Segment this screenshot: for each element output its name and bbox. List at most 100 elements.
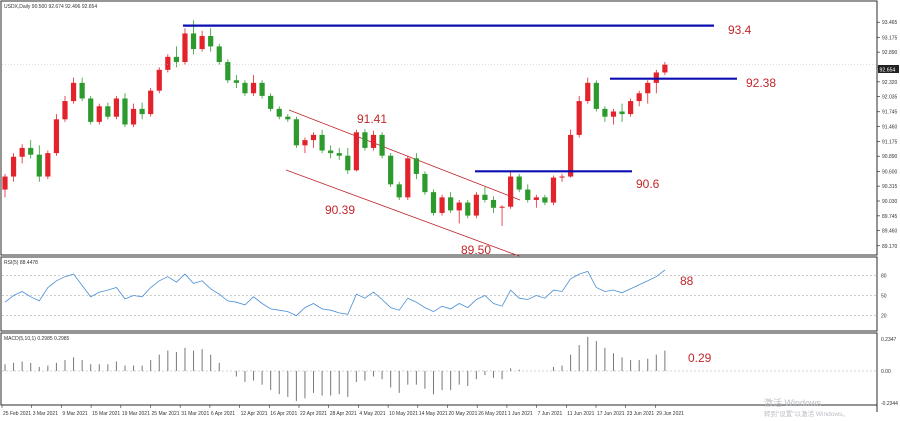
candle-body (225, 62, 231, 81)
candle-body (542, 197, 548, 203)
date-tick-label: 20 May 2021 (449, 411, 478, 417)
candle-body (516, 176, 522, 190)
candle-body (585, 82, 591, 102)
date-tick-label: 25 Feb 2021 (3, 411, 31, 417)
channel-lower-line (285, 169, 520, 257)
rsi-line (4, 269, 666, 317)
candle-body (525, 189, 531, 200)
price-tick-label: 89.745 (882, 214, 898, 220)
price-axis: 93.46593.17592.89092.60592.32092.03591.7… (877, 20, 898, 250)
candle-body (413, 158, 419, 174)
candle-body (113, 98, 120, 117)
candle-body (662, 64, 668, 73)
symbol-header: USDX,Daily 90.500 92.674 92.496 92.654 (4, 4, 97, 10)
candle-body (576, 101, 582, 135)
candle-body (430, 192, 437, 213)
candle-body (388, 155, 394, 185)
candle-body (490, 199, 497, 208)
macd-tick-label: -0.2344 (881, 401, 898, 407)
date-tick-label: 1 Jun 2021 (508, 411, 533, 417)
candle-body (259, 82, 265, 96)
candle-body (105, 106, 111, 117)
candle-body (602, 108, 608, 117)
channel-upper-line (288, 109, 521, 201)
price-tick-label: 90.315 (882, 184, 898, 190)
candle-body (405, 158, 411, 198)
label-90-6: 90.6 (636, 177, 660, 191)
label-macd-0-29: 0.29 (688, 351, 712, 365)
candle-body (199, 36, 205, 50)
price-tick-label: 89.170 (882, 244, 898, 250)
macd-histogram: 0.2347 0.00 -0.2344 (2, 336, 898, 407)
candle-body (362, 132, 368, 148)
rsi-header: RSI(5) 88.4478 (4, 260, 38, 266)
candle-body (619, 111, 625, 115)
date-tick-label: 16 Apr 2021 (270, 411, 297, 417)
candle-body (70, 82, 77, 102)
date-tick-label: 6 Apr 2021 (211, 411, 235, 417)
date-tick-label: 25 Mar 2021 (152, 411, 180, 417)
candle-body (345, 155, 351, 171)
candle-body (242, 82, 248, 94)
candle-body (285, 116, 291, 120)
candle-body (336, 153, 342, 156)
macd-header: MACD(5,10,1) 0.2985 0.2985 (4, 336, 70, 342)
rsi-tick-label: 20 (881, 314, 887, 320)
candle-body (45, 153, 51, 177)
candle-body (190, 33, 197, 50)
candle-body (28, 147, 34, 155)
watermark-line-2: 转到"设置"以激活 Windows。 (764, 409, 849, 418)
candle-body (79, 82, 85, 99)
candle-body (559, 176, 565, 178)
candle-body (379, 134, 385, 156)
candle-body (276, 108, 282, 117)
price-tick-label: 93.465 (882, 20, 898, 26)
date-tick-label: 10 May 2021 (389, 411, 418, 417)
candle-body (568, 134, 574, 177)
candle-body (208, 36, 214, 47)
candle-body (636, 93, 642, 102)
candle-body (396, 184, 402, 198)
rsi-tick-label: 80 (881, 273, 887, 279)
macd-panel-frame (0, 332, 878, 406)
candle-body (148, 90, 154, 115)
price-tick-label: 92.890 (882, 50, 898, 56)
candle-body (319, 134, 325, 151)
rsi-tick-label: 50 (881, 294, 887, 300)
current-price-value: 92.654 (880, 68, 896, 74)
price-panel-frame (0, 0, 878, 256)
candle-body (473, 194, 479, 216)
candle-body (370, 134, 377, 148)
candle-body (36, 154, 42, 177)
candle-body (628, 101, 634, 115)
candlestick-series (2, 20, 668, 226)
candle-body (250, 82, 257, 94)
date-tick-label: 31 Mar 2021 (181, 411, 209, 417)
current-price-tag (878, 65, 899, 73)
candle-body (139, 108, 145, 115)
candle-body (10, 156, 17, 177)
candle-body (173, 56, 179, 63)
candle-body (156, 69, 162, 91)
rsi-panel-frame (0, 256, 878, 332)
date-tick-label: 7 Jun 2021 (538, 411, 563, 417)
date-tick-label: 26 May 2021 (478, 411, 507, 417)
candle-body (88, 98, 94, 122)
candle-body (448, 197, 454, 211)
price-tick-label: 91.175 (882, 139, 898, 145)
rsi-indicator: 80 50 20 (2, 269, 887, 320)
date-tick-label: 11 Jun 2021 (567, 411, 594, 417)
candle-body (456, 202, 462, 211)
candle-body (122, 98, 128, 125)
date-tick-label: 4 May 2021 (359, 411, 385, 417)
candle-body (182, 33, 188, 63)
date-tick-label: 9 Mar 2021 (62, 411, 88, 417)
candle-body (465, 202, 471, 216)
price-tick-label: 89.460 (882, 229, 898, 235)
candle-body (216, 46, 222, 63)
date-tick-label: 14 May 2021 (419, 411, 448, 417)
date-tick-label: 22 Apr 2021 (300, 411, 327, 417)
candle-body (645, 82, 651, 94)
date-tick-label: 28 Apr 2021 (330, 411, 357, 417)
price-tick-label: 90.890 (882, 154, 898, 160)
